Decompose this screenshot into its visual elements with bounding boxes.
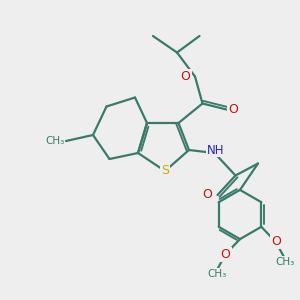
Text: CH₃: CH₃ xyxy=(45,136,64,146)
Text: S: S xyxy=(161,164,169,178)
Text: O: O xyxy=(271,235,281,248)
Text: O: O xyxy=(181,70,190,83)
Text: O: O xyxy=(221,248,230,261)
Text: O: O xyxy=(202,188,212,202)
Text: CH₃: CH₃ xyxy=(207,269,226,279)
Text: CH₃: CH₃ xyxy=(275,257,294,267)
Text: O: O xyxy=(228,103,238,116)
Text: NH: NH xyxy=(207,143,225,157)
